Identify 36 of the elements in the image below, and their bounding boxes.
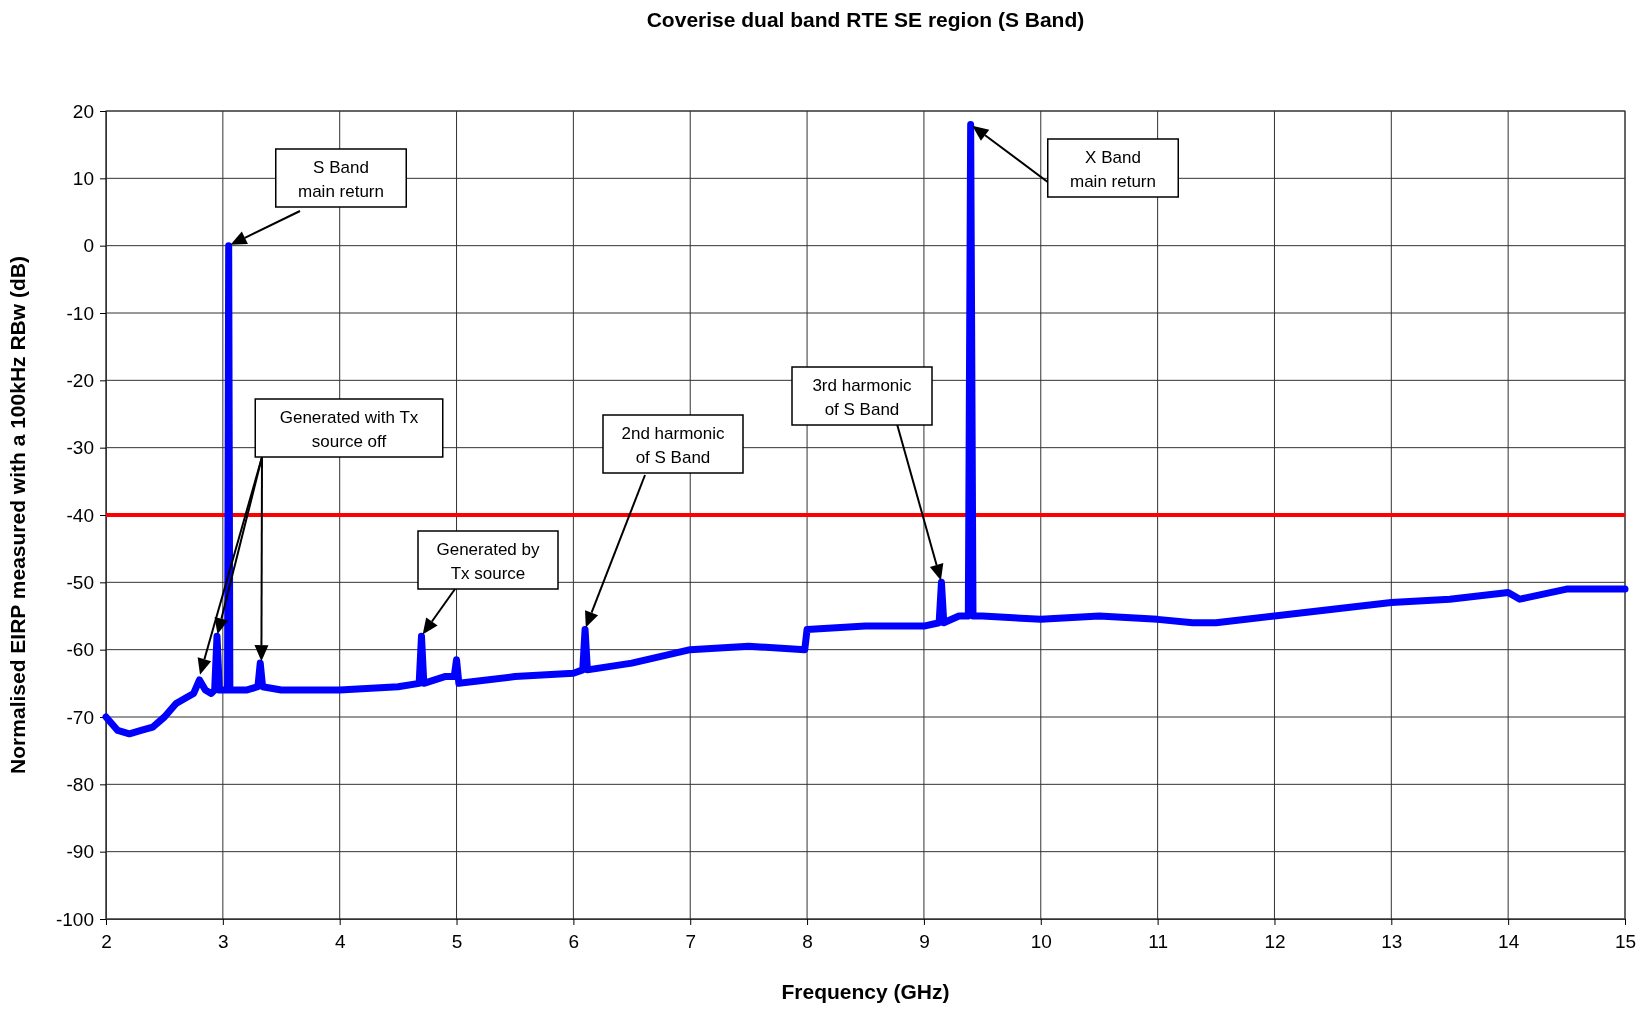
x-tick-label: 8 [802, 931, 813, 953]
y-tick-label: -30 [66, 437, 94, 459]
x-tick-label: 9 [919, 931, 930, 953]
x-tick-label: 14 [1498, 931, 1520, 953]
y-tick-label: 10 [72, 167, 94, 189]
x-tick-label: 7 [685, 931, 697, 953]
annotation: 3rd harmonic of S Band [812, 376, 913, 419]
y-tick-label: -70 [66, 706, 94, 728]
y-tick-label: -40 [66, 504, 94, 526]
x-tick-label: 13 [1381, 931, 1403, 953]
annotation: Generated by Tx source [436, 540, 540, 583]
y-tick-label: 20 [72, 100, 94, 122]
annotation: X Band main return [1070, 148, 1156, 191]
x-tick-label: 5 [451, 931, 463, 953]
x-axis-title: Frequency (GHz) [781, 980, 950, 1003]
y-axis-title: Normalised EIRP measured with a 100kHz RBw (dB) [6, 256, 29, 774]
x-tick-label: 10 [1030, 931, 1052, 953]
x-tick-label: 4 [334, 931, 346, 953]
x-tick-label: 12 [1264, 931, 1286, 953]
x-tick-label: 2 [101, 931, 112, 953]
y-tick-label: -50 [66, 571, 94, 593]
x-tick-label: 11 [1148, 931, 1168, 953]
y-tick-label: -100 [55, 908, 94, 930]
y-tick-label: -90 [66, 841, 94, 863]
annotation: S Band main return [298, 158, 384, 201]
y-tick-label: -80 [66, 773, 94, 795]
x-tick-label: 6 [568, 931, 580, 953]
y-tick-label: -10 [66, 302, 94, 324]
y-tick-label: -20 [66, 369, 94, 391]
chart-title: Coverise dual band RTE SE region (S Band) [646, 8, 1085, 31]
y-tick-label: -60 [66, 639, 94, 661]
x-tick-label: 15 [1614, 931, 1637, 953]
annotation: 2nd harmonic of S Band [621, 424, 725, 467]
annotation: Generated with Tx source off [279, 408, 419, 451]
x-tick-label: 3 [218, 931, 229, 953]
y-tick-label: 0 [83, 235, 94, 257]
